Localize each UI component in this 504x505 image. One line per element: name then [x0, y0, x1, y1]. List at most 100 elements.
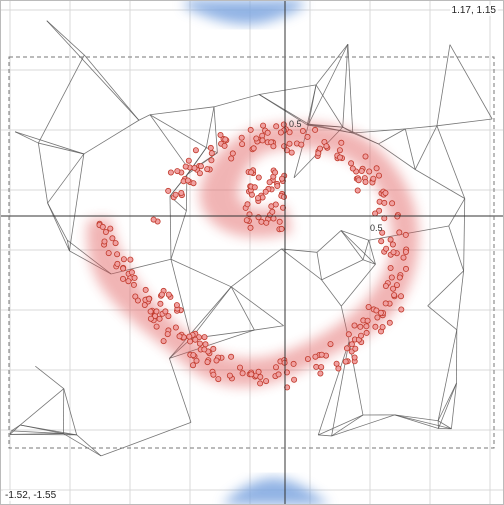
mesh-edge	[378, 143, 416, 170]
scatter-point	[244, 201, 251, 208]
scatter-point	[248, 371, 255, 378]
scatter-point	[276, 218, 283, 225]
scatter-point	[358, 167, 365, 174]
mesh-edge	[169, 196, 172, 260]
scatter-point	[160, 338, 167, 345]
mesh-edge	[448, 198, 466, 227]
scatter-point	[277, 129, 284, 136]
scatter-point	[375, 172, 382, 179]
scatter-point	[228, 353, 235, 360]
mesh-edge	[315, 84, 344, 128]
scatter-point	[390, 249, 397, 256]
mesh-edge	[436, 125, 466, 199]
scatter-point	[255, 174, 262, 181]
mesh-edge	[170, 210, 187, 260]
scatter-point	[107, 225, 114, 232]
scatter-point	[228, 155, 235, 162]
scatter-point	[263, 378, 270, 385]
scatter-point	[382, 189, 389, 196]
scatter-point	[207, 144, 214, 151]
scatter-point	[229, 150, 236, 157]
scatter-point	[186, 333, 193, 340]
mesh-edge	[331, 414, 364, 437]
scatter-point	[402, 231, 409, 238]
scatter-point	[221, 142, 228, 149]
scatter-point	[260, 122, 267, 129]
mesh-edge	[318, 414, 364, 436]
scatter-point	[363, 323, 370, 330]
mesh-edge	[321, 279, 342, 307]
scatter-point	[348, 160, 355, 167]
scatter-point	[190, 352, 197, 359]
scatter-point	[257, 380, 264, 387]
mesh-edge	[14, 131, 84, 155]
scatter-point	[239, 370, 246, 377]
scatter-point	[158, 291, 165, 298]
scatter-point	[288, 149, 295, 156]
scatter-point	[272, 169, 279, 176]
scatter-point	[196, 340, 203, 347]
scatter-point	[99, 223, 106, 230]
mesh-edge	[427, 270, 464, 307]
scatter-point	[147, 315, 154, 322]
mesh-edge	[394, 414, 452, 430]
scatter-point	[150, 216, 157, 223]
scatter-point	[312, 126, 319, 133]
scatter-point	[253, 135, 260, 142]
scatter-point	[165, 187, 172, 194]
scatter-point	[348, 341, 355, 348]
mesh-edge	[404, 128, 416, 170]
scatter-point	[318, 364, 325, 371]
scatter-point	[396, 229, 403, 236]
mesh-edge	[149, 114, 207, 148]
scatter-point	[153, 308, 160, 315]
scatter-point	[376, 207, 383, 214]
scatter-point	[257, 373, 264, 380]
scatter-point	[131, 274, 138, 281]
mesh-edge	[394, 414, 439, 429]
scatter-point	[379, 229, 386, 236]
scatter-point	[165, 313, 172, 320]
mesh-edge	[11, 424, 21, 432]
scatter-point	[263, 219, 270, 226]
scatter-point	[299, 127, 306, 134]
scatter-point	[239, 141, 246, 148]
scatter-point	[182, 163, 189, 170]
scatter-point	[388, 274, 395, 281]
mesh-edge	[438, 383, 457, 429]
scatter-point	[114, 260, 121, 267]
scatter-point	[393, 282, 400, 289]
mesh-edge	[448, 225, 465, 271]
x-tick-label: 0.5	[370, 223, 383, 233]
scatter-point	[197, 163, 204, 170]
scatter-point	[283, 369, 290, 376]
mesh-edge	[230, 286, 255, 331]
scatter-point	[210, 345, 217, 352]
scatter-point	[318, 351, 325, 358]
scatter-point	[142, 286, 149, 293]
scatter-point	[208, 150, 215, 157]
scatter-point	[333, 360, 340, 367]
scatter-point	[128, 269, 135, 276]
mesh-edge	[37, 143, 49, 204]
scatter-point	[377, 309, 384, 316]
scatter-point	[222, 136, 229, 143]
scatter-point	[304, 355, 311, 362]
selection-box[interactable]	[8, 56, 495, 449]
scatter-point	[345, 331, 352, 338]
scatter-point	[243, 217, 250, 224]
blue-blob-top	[183, 0, 305, 25]
scatter-point	[147, 308, 154, 315]
scatter-point	[336, 154, 343, 161]
density-ring-shape	[86, 122, 419, 387]
mesh-edge	[281, 248, 322, 281]
scatter-point	[280, 193, 287, 200]
mesh-edge	[149, 106, 215, 116]
mesh-edge	[281, 248, 318, 253]
scatter-point	[247, 126, 254, 133]
mesh-edge	[437, 329, 458, 421]
mesh-edge	[414, 125, 438, 170]
